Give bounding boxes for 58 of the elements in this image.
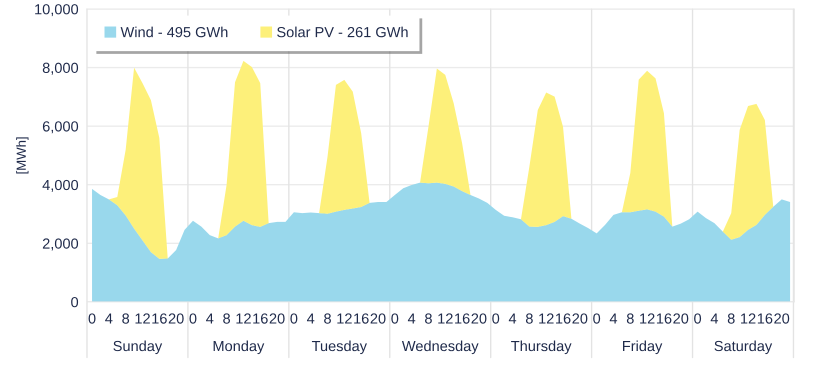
x-tick-label: 4 [105, 314, 112, 324]
x-tick-label: 0 [593, 313, 600, 324]
x-tick-label: 12 [337, 313, 352, 324]
x-tick-label: 4 [408, 314, 416, 324]
x-tick-label: 0 [88, 313, 96, 324]
y-axis-title: [MWh] [16, 137, 28, 174]
x-tick-label: 12 [741, 313, 756, 324]
x-tick-label: 4 [710, 314, 718, 324]
x-tick-label: 12 [539, 313, 554, 324]
legend-label: Wind - 495 GWh [120, 26, 228, 38]
y-tick-label: 2,000 [42, 238, 78, 250]
y-tick-label: 8,000 [42, 62, 78, 75]
x-tick-label: 20 [472, 313, 486, 324]
x-tick-label: 8 [728, 313, 735, 324]
text: Monday [214, 340, 264, 354]
text: Thursday [511, 340, 572, 354]
x-tick-label: 8 [526, 313, 533, 324]
x-tick-label: 0 [694, 313, 702, 324]
x-tick-label: 16 [152, 313, 167, 324]
x-tick-label: 4 [206, 314, 214, 324]
x-tick-label: 12 [438, 313, 453, 324]
x-tick-label: 4 [306, 314, 314, 324]
x-tick-label: 12 [236, 313, 251, 324]
y-tick-label: 4,000 [42, 180, 78, 192]
x-tick-label: 20 [774, 313, 790, 324]
x-tick-label: 12 [640, 313, 654, 324]
x-tick-label: 0 [492, 313, 500, 324]
x-tick-label: 20 [673, 313, 688, 324]
y-tick-label: 6,000 [42, 121, 78, 134]
x-tick-label: 16 [354, 313, 369, 324]
x-tick-label: 16 [556, 313, 570, 324]
x-tick-label: 4 [508, 314, 516, 324]
text: Wednesday [402, 340, 479, 354]
x-tick-label: 0 [391, 313, 398, 324]
text: Tuesday [312, 340, 367, 354]
x-tick-label: 8 [626, 313, 634, 324]
x-tick-label: 8 [122, 313, 130, 324]
x-tick-label: 0 [189, 313, 196, 324]
x-tick-label: 16 [656, 313, 672, 324]
x-tick-label: 20 [270, 313, 285, 324]
x-tick-label: 16 [253, 313, 268, 324]
x-tick-label: 20 [572, 313, 588, 324]
text: Saturday [714, 340, 772, 354]
text: Sunday [113, 340, 162, 354]
x-tick-label: 16 [455, 313, 470, 324]
x-tick-label: 8 [425, 313, 432, 324]
x-tick-label: 16 [758, 313, 772, 324]
x-tick-label: 20 [370, 313, 386, 324]
x-tick-label: 12 [136, 313, 150, 324]
x-tick-label: 8 [223, 313, 230, 324]
legend-label: Solar PV - 261 GWh [277, 26, 408, 38]
y-tick-label: 10,000 [35, 4, 78, 16]
x-tick-label: 20 [168, 313, 184, 324]
x-tick-label: 0 [290, 313, 298, 324]
x-tick-label: 8 [324, 313, 331, 324]
y-tick-label: 0 [71, 296, 78, 308]
x-tick-label: 4 [610, 314, 618, 324]
text: Friday [623, 340, 662, 354]
